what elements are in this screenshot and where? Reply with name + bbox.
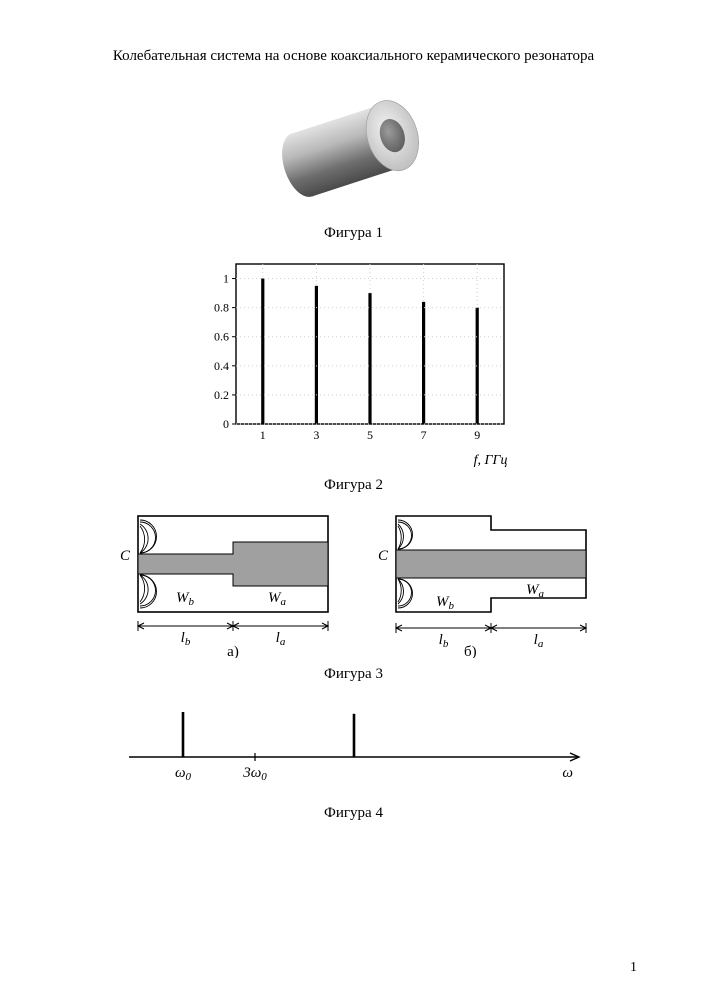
svg-text:lb: lb [438,632,448,650]
svg-text:la: la [275,630,285,648]
figure-3-caption: Фигура 3 [60,666,647,683]
svg-text:la: la [533,632,543,650]
figure-3-row: CWbWalblaа) CWbWalblaб) [60,508,647,658]
svg-text:3: 3 [313,428,319,442]
svg-text:3ω0: 3ω0 [242,765,267,783]
svg-text:1: 1 [259,428,265,442]
page-title: Колебательная система на основе коаксиал… [60,48,647,65]
svg-text:1: 1 [223,272,229,286]
figure-2-caption: Фигура 2 [60,477,647,494]
page: Колебательная система на основе коаксиал… [0,0,707,1000]
svg-text:lb: lb [180,630,190,648]
svg-text:0.6: 0.6 [214,330,229,344]
svg-text:7: 7 [420,428,426,442]
figure-1-image [264,77,444,217]
svg-text:а): а) [227,644,239,658]
figure-3a: CWbWalblaа) [110,508,340,658]
svg-text:C: C [378,548,389,564]
svg-text:0.4: 0.4 [214,359,229,373]
figure-4-caption: Фигура 4 [60,805,647,822]
svg-text:9: 9 [474,428,480,442]
figure-2-x-label: f, ГГц [194,453,514,469]
figure-4-chart: ω0 3ω0 ω [114,697,594,797]
svg-text:0.8: 0.8 [214,301,229,315]
svg-text:ω: ω [562,765,573,781]
figure-1-caption: Фигура 1 [60,225,647,242]
svg-text:б): б) [464,644,477,658]
page-number: 1 [630,960,637,976]
svg-text:0: 0 [223,417,229,431]
svg-text:0.2: 0.2 [214,388,229,402]
figure-3b: CWbWalblaб) [368,508,598,658]
figure-2-chart: 1 3 5 7 9 0 0.2 0.4 0.6 0.8 1 f, ГГц [194,256,514,469]
svg-text:ω0: ω0 [174,765,191,783]
svg-text:C: C [120,548,131,564]
svg-text:5: 5 [367,428,373,442]
